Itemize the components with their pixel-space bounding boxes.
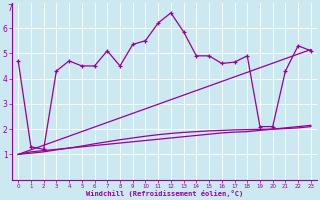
X-axis label: Windchill (Refroidissement éolien,°C): Windchill (Refroidissement éolien,°C) (86, 190, 243, 197)
Text: 7: 7 (7, 4, 12, 13)
